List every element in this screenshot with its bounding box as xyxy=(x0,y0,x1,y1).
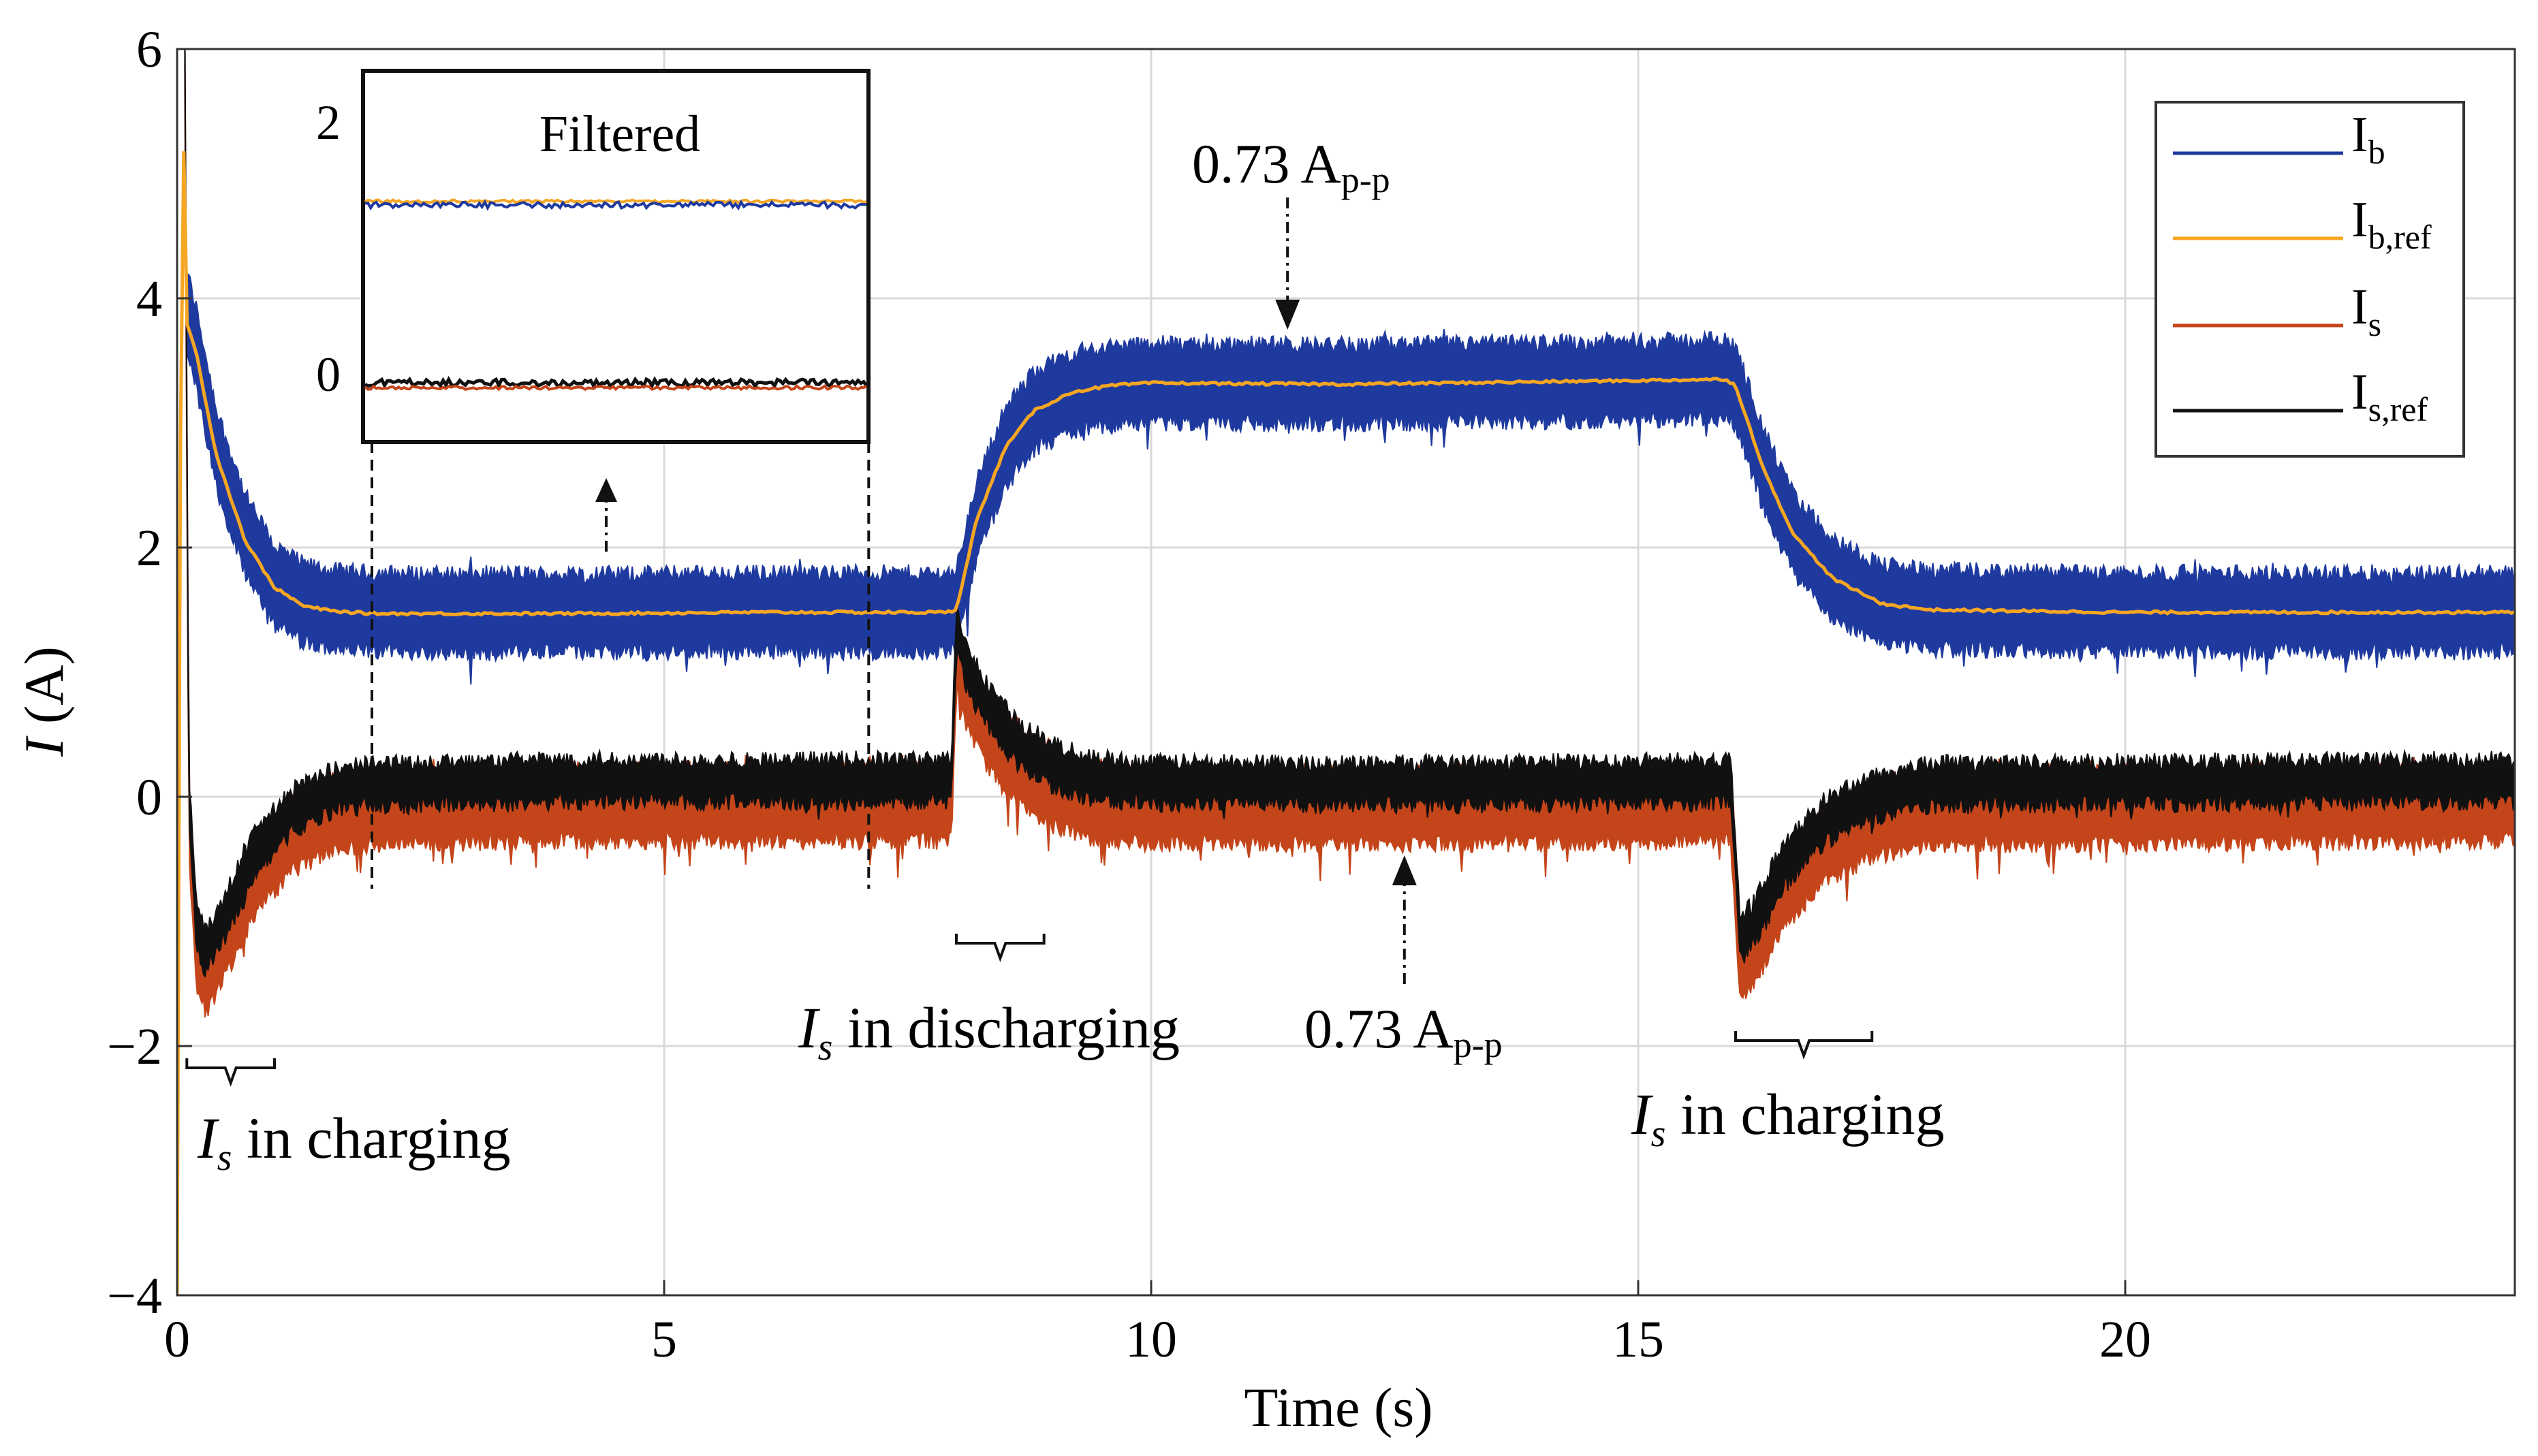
x-tick-label: 15 xyxy=(1612,1311,1664,1368)
label-discharging-sub: s xyxy=(818,1026,833,1069)
inset-pointer-arrowhead xyxy=(595,478,617,502)
legend-entry-is: Is xyxy=(2173,279,2381,343)
inset-is-ref-line xyxy=(364,375,868,390)
legend-label-is: Is xyxy=(2351,279,2381,343)
inset-panel: Filtered 2 0 xyxy=(316,69,871,444)
inset-y-tick-0: 0 xyxy=(316,347,341,402)
label-discharging: Is in discharging xyxy=(798,995,1180,1069)
inset-title: Filtered xyxy=(539,106,700,163)
legend-label-ib-ref-main: I xyxy=(2351,192,2368,248)
series-ib-ref-line xyxy=(177,151,2515,1295)
y-tick-label: −2 xyxy=(107,1018,162,1075)
ripple-bottom-label: 0.73 Ap-p xyxy=(1304,998,1503,1065)
legend-entry-ib-ref: Ib,ref xyxy=(2173,192,2432,256)
plot-frame xyxy=(176,48,2516,1297)
inset-ib-line xyxy=(364,199,866,211)
label-charging-1-sub: s xyxy=(217,1137,232,1179)
inset-y-tick-2: 2 xyxy=(316,95,341,150)
x-tick-label: 5 xyxy=(651,1311,677,1368)
legend-label-is-ref-main: I xyxy=(2351,364,2368,420)
ripple-bottom-value: 0.73 A xyxy=(1304,998,1454,1060)
ripple-top-sub: p-p xyxy=(1341,159,1390,200)
label-charging-2-sub: s xyxy=(1651,1113,1666,1155)
legend-label-ib-ref-sub: b,ref xyxy=(2368,218,2432,256)
series-ib-band xyxy=(186,273,2515,685)
x-tick-label: 20 xyxy=(2099,1311,2151,1368)
ripple-bottom-arrowhead xyxy=(1392,855,1417,885)
label-charging-2-symbol: I xyxy=(1631,1081,1653,1147)
x-axis-label: Time (s) xyxy=(1244,1376,1432,1438)
x-tick-label: 10 xyxy=(1125,1311,1177,1368)
label-charging-1-symbol: I xyxy=(197,1105,219,1171)
legend-label-is-ref: Is,ref xyxy=(2351,364,2428,428)
brace-charging-2 xyxy=(1734,1031,1874,1060)
y-tick-label: 0 xyxy=(136,769,162,826)
y-tick-label: −4 xyxy=(107,1267,162,1325)
ripple-bottom-arrow xyxy=(1392,855,1417,984)
label-discharging-text: in discharging xyxy=(832,995,1180,1060)
label-charging-1: Is in charging xyxy=(197,1105,511,1179)
y-axis-label-symbol: I xyxy=(13,735,75,757)
legend: Ib Ib,ref Is Is,ref xyxy=(2155,101,2465,458)
y-axis-label: I (A) xyxy=(13,646,75,757)
brace-discharging xyxy=(955,934,1046,962)
brace-charging-1 xyxy=(185,1058,276,1087)
ripple-top-arrowhead xyxy=(1275,300,1300,330)
label-charging-2-text: in charging xyxy=(1665,1081,1944,1147)
y-tick-label: 2 xyxy=(136,520,162,577)
label-charging-2: Is in charging xyxy=(1631,1081,1945,1155)
label-charging-1-text: in charging xyxy=(232,1105,510,1171)
legend-label-is-ref-sub: s,ref xyxy=(2368,390,2428,428)
y-tick-label: 6 xyxy=(136,21,162,78)
series-layer xyxy=(177,49,2515,1295)
ripple-top-label: 0.73 Ap-p xyxy=(1192,133,1390,200)
legend-label-is-main: I xyxy=(2351,279,2368,335)
series-is-ref-band xyxy=(184,49,2515,979)
legend-frame xyxy=(2155,101,2465,458)
legend-label-ib-main: I xyxy=(2351,107,2368,163)
legend-label-ib-ref: Ib,ref xyxy=(2351,192,2432,256)
legend-label-ib-sub: b xyxy=(2368,133,2385,171)
y-tick-label: 4 xyxy=(136,270,162,328)
y-axis-label-unit: (A) xyxy=(13,646,75,738)
x-tick-label: 0 xyxy=(164,1311,190,1368)
inset-is-line xyxy=(364,384,868,392)
label-discharging-symbol: I xyxy=(798,995,820,1060)
legend-entry-is-ref: Is,ref xyxy=(2173,364,2428,428)
ripple-top-arrow xyxy=(1275,197,1300,330)
legend-label-is-sub: s xyxy=(2368,305,2381,343)
ripple-top-value: 0.73 A xyxy=(1192,133,1341,195)
ripple-bottom-sub: p-p xyxy=(1454,1024,1503,1065)
legend-entry-ib: Ib xyxy=(2173,107,2385,171)
legend-label-ib: Ib xyxy=(2351,107,2385,171)
